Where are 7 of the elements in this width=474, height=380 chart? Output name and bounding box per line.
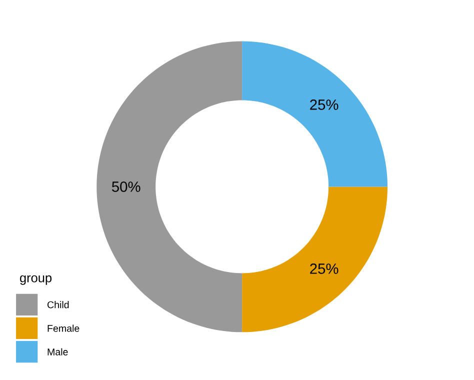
- legend-label: Male: [48, 348, 68, 356]
- legend-label: Female: [48, 324, 80, 332]
- legend-label: Child: [48, 300, 69, 308]
- data-label: 50%: [112, 181, 140, 192]
- data-label: 25%: [310, 263, 338, 274]
- legend-title: group: [20, 275, 52, 285]
- data-label: 25%: [310, 99, 338, 110]
